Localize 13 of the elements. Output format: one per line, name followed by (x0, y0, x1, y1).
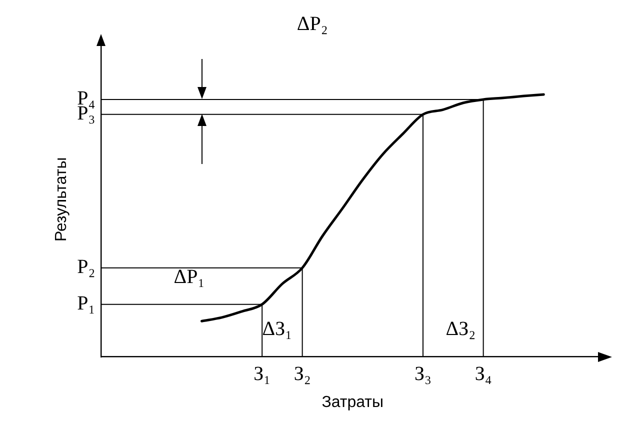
annotation: ΔЗ₂ (446, 318, 476, 340)
x-tick-label: З₃ (414, 363, 432, 386)
x-tick-label: З₁ (254, 363, 271, 386)
y-axis-title: Результаты (53, 157, 70, 242)
text: Р₁ (77, 292, 96, 315)
annotation: ΔР₁ (174, 266, 205, 288)
text: ΔР₂ (296, 13, 328, 35)
x-tick-label: З₂ (294, 363, 311, 386)
annotation: ΔЗ₁ (262, 318, 292, 340)
text: Р₄ (77, 88, 96, 110)
x-tick-label: З₄ (474, 363, 492, 386)
x-axis-title: Затраты (322, 394, 384, 411)
text: Р₂ (77, 256, 96, 278)
